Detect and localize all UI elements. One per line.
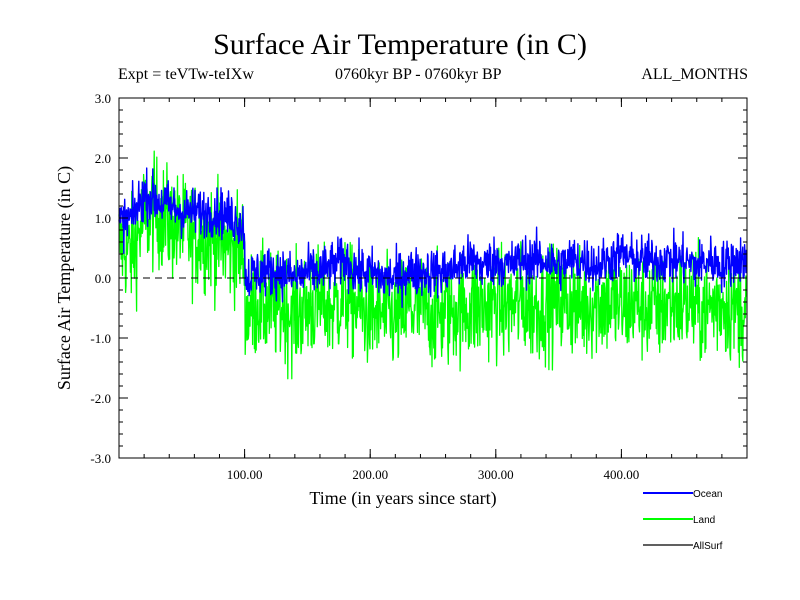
series-line-land [118,150,747,380]
experiment-label: Expt = teVTw-teIXw [118,66,254,83]
legend-label-land: Land [693,515,715,526]
y-tick-label: 2.0 [95,151,111,166]
x-tick-label: 300.00 [478,467,514,482]
months-label: ALL_MONTHS [641,66,748,83]
y-tick-label: 0.0 [95,271,111,286]
y-tick-label: 1.0 [95,211,111,226]
y-tick-label: -3.0 [90,451,111,466]
y-tick-label: 3.0 [95,91,111,106]
x-tick-label: 200.00 [352,467,388,482]
legend-label-allsurf: AllSurf [693,541,723,552]
legend-label-ocean: Ocean [693,489,722,500]
series-line-ocean [118,167,747,309]
y-tick-label: -2.0 [90,391,111,406]
y-tick-label: -1.0 [90,331,111,346]
y-axis-title: Surface Air Temperature (in C) [54,166,75,390]
chart-title: Surface Air Temperature (in C) [213,28,587,61]
x-axis-title: Time (in years since start) [309,488,496,509]
x-tick-label: 100.00 [227,467,263,482]
x-tick-label: 400.00 [604,467,640,482]
period-label: 0760kyr BP - 0760kyr BP [335,66,502,83]
